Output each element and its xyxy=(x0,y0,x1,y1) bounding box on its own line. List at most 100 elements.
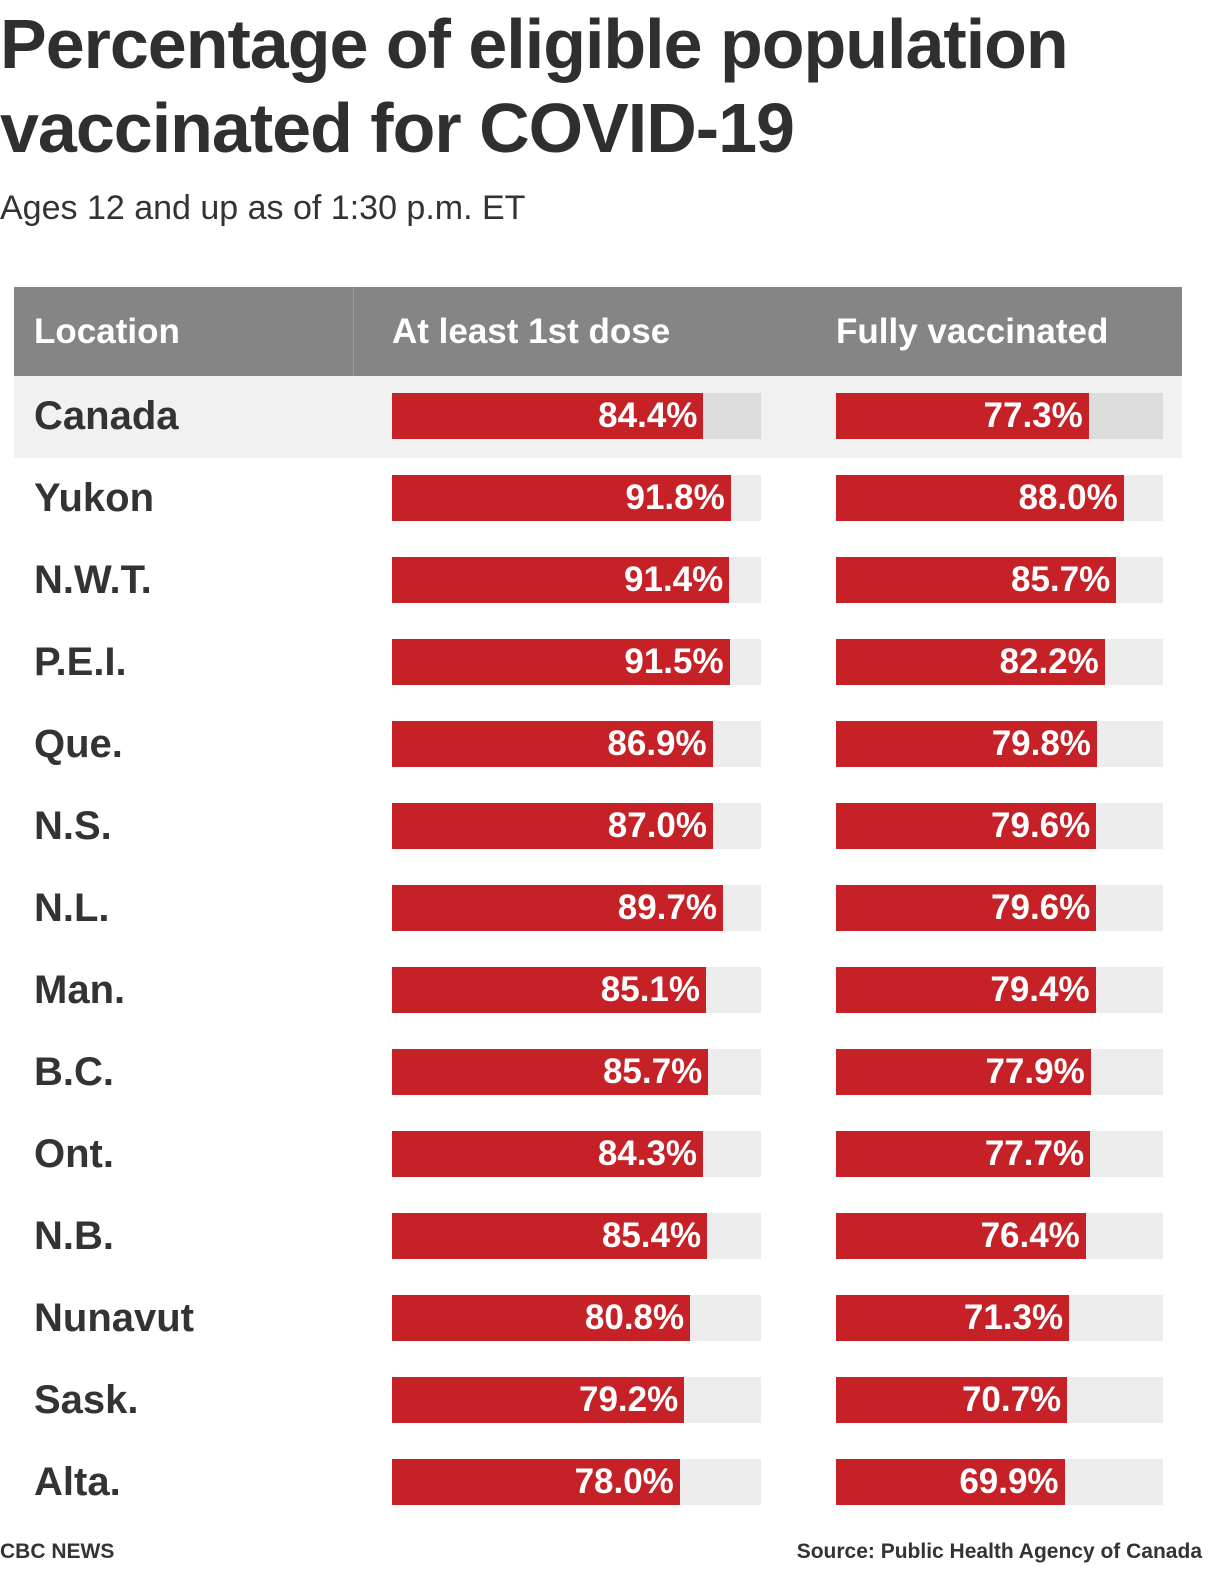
fully-vaccinated-value-label: 82.2% xyxy=(999,642,1099,681)
fully-vaccinated-track: 77.7% xyxy=(836,1131,1163,1177)
first-dose-value-label: 89.7% xyxy=(617,888,717,927)
first-dose-bar: 86.9% xyxy=(392,721,713,767)
fully-vaccinated-track: 71.3% xyxy=(836,1295,1163,1341)
first-dose-bar: 87.0% xyxy=(392,803,714,849)
fully-vaccinated-value-label: 79.4% xyxy=(990,970,1090,1009)
first-dose-track: 91.8% xyxy=(392,475,761,521)
first-dose-track: 78.0% xyxy=(392,1459,761,1505)
first-dose-track: 86.9% xyxy=(392,721,761,767)
first-dose-value-label: 91.5% xyxy=(624,642,724,681)
fully-vaccinated-track: 70.7% xyxy=(836,1377,1163,1423)
fully-vaccinated-track: 76.4% xyxy=(836,1213,1163,1259)
first-dose-track: 84.3% xyxy=(392,1131,761,1177)
first-dose-value-label: 87.0% xyxy=(607,806,708,845)
fully-vaccinated-value-label: 77.9% xyxy=(985,1052,1085,1091)
fully-vaccinated-track: 79.6% xyxy=(836,803,1163,849)
fully-vaccinated-value-label: 85.7% xyxy=(1010,560,1111,599)
first-dose-value-label: 84.4% xyxy=(598,396,698,435)
fully-vaccinated-bar: 88.0% xyxy=(836,475,1124,521)
first-dose-track: 89.7% xyxy=(392,885,761,931)
fully-vaccinated-track: 79.4% xyxy=(836,967,1163,1013)
location-label: Nunavut xyxy=(34,1296,194,1340)
first-dose-bar: 89.7% xyxy=(392,885,723,931)
first-dose-bar: 84.4% xyxy=(392,393,704,439)
location-label: Ont. xyxy=(34,1132,114,1176)
first-dose-track: 85.7% xyxy=(392,1049,761,1095)
first-dose-track: 91.4% xyxy=(392,557,761,603)
fully-vaccinated-value-label: 71.3% xyxy=(963,1298,1064,1337)
credit-label: CBC NEWS xyxy=(0,1540,115,1563)
fully-vaccinated-track: 77.9% xyxy=(836,1049,1163,1095)
fully-vaccinated-bar: 79.6% xyxy=(836,803,1097,849)
fully-vaccinated-value-label: 77.3% xyxy=(983,396,1083,435)
table-row: N.B. 85.4% 76.4% xyxy=(14,1196,1182,1278)
first-dose-track: 80.8% xyxy=(392,1295,761,1341)
fully-vaccinated-bar: 76.4% xyxy=(836,1213,1086,1259)
fully-vaccinated-value-label: 69.9% xyxy=(959,1462,1059,1501)
location-label: N.B. xyxy=(34,1214,114,1258)
first-dose-bar: 85.4% xyxy=(392,1213,708,1259)
first-dose-bar: 78.0% xyxy=(392,1459,680,1505)
first-dose-bar: 79.2% xyxy=(392,1377,685,1423)
table-row: Canada 84.4% 77.3% xyxy=(14,376,1182,458)
table-row: Man. 85.1% 79.4% xyxy=(14,950,1182,1032)
fully-vaccinated-bar: 77.9% xyxy=(836,1049,1091,1095)
first-dose-track: 85.4% xyxy=(392,1213,761,1259)
fully-vaccinated-value-label: 70.7% xyxy=(961,1380,1062,1419)
table-row: N.L. 89.7% 79.6% xyxy=(14,868,1182,950)
location-label: Canada xyxy=(34,394,179,438)
table-row: Que. 86.9% 79.8% xyxy=(14,704,1182,786)
first-dose-bar: 80.8% xyxy=(392,1295,691,1341)
table-row: Ont. 84.3% 77.7% xyxy=(14,1114,1182,1196)
first-dose-value-label: 91.4% xyxy=(624,560,724,599)
table-row: Nunavut 80.8% 71.3% xyxy=(14,1278,1182,1360)
chart-title: Percentage of eligible population vaccin… xyxy=(0,5,1069,167)
first-dose-value-label: 79.2% xyxy=(578,1380,679,1419)
table-row: Alta. 78.0% 69.9% xyxy=(14,1442,1182,1524)
first-dose-track: 87.0% xyxy=(392,803,761,849)
fully-vaccinated-track: 85.7% xyxy=(836,557,1163,603)
table-row: P.E.I. 91.5% 82.2% xyxy=(14,622,1182,704)
fully-vaccinated-value-label: 79.6% xyxy=(991,888,1091,927)
header-divider xyxy=(353,287,354,376)
location-label: Alta. xyxy=(34,1460,121,1504)
table-row: N.W.T. 91.4% 85.7% xyxy=(14,540,1182,622)
location-label: P.E.I. xyxy=(34,640,127,684)
vaccination-table: Location At least 1st dose Fully vaccina… xyxy=(14,287,1182,1524)
fully-vaccinated-value-label: 79.8% xyxy=(991,724,1091,763)
fully-vaccinated-bar: 77.3% xyxy=(836,393,1089,439)
fully-vaccinated-track: 79.8% xyxy=(836,721,1163,767)
first-dose-bar: 84.3% xyxy=(392,1131,704,1177)
location-label: Man. xyxy=(34,968,126,1012)
table-row: N.S. 87.0% 79.6% xyxy=(14,786,1182,868)
table-body: Canada 84.4% 77.3% Yukon 91.8% 88.0% N.W.T. 91.… xyxy=(14,376,1182,1524)
first-dose-value-label: 86.9% xyxy=(607,724,707,763)
table-header: Location At least 1st dose Fully vaccina… xyxy=(14,287,1182,376)
first-dose-value-label: 85.1% xyxy=(600,970,701,1009)
column-header-first-dose: At least 1st dose xyxy=(392,312,671,351)
table-row: Sask. 79.2% 70.7% xyxy=(14,1360,1182,1442)
first-dose-track: 91.5% xyxy=(392,639,761,685)
fully-vaccinated-track: 88.0% xyxy=(836,475,1163,521)
location-label: N.L. xyxy=(34,886,110,930)
fully-vaccinated-bar: 79.8% xyxy=(836,721,1097,767)
fully-vaccinated-bar: 82.2% xyxy=(836,639,1105,685)
first-dose-value-label: 78.0% xyxy=(574,1462,674,1501)
fully-vaccinated-bar: 85.7% xyxy=(836,557,1117,603)
fully-vaccinated-bar: 77.7% xyxy=(836,1131,1091,1177)
first-dose-bar: 91.5% xyxy=(392,639,730,685)
first-dose-bar: 85.7% xyxy=(392,1049,709,1095)
location-label: B.C. xyxy=(34,1050,114,1094)
first-dose-value-label: 80.8% xyxy=(584,1298,685,1337)
fully-vaccinated-track: 69.9% xyxy=(836,1459,1163,1505)
first-dose-bar: 91.4% xyxy=(392,557,730,603)
chart-subtitle: Ages 12 and up as of 1:30 p.m. ET xyxy=(0,189,526,227)
first-dose-track: 84.4% xyxy=(392,393,761,439)
first-dose-value-label: 84.3% xyxy=(597,1134,698,1173)
column-header-fully-vaccinated: Fully vaccinated xyxy=(836,312,1109,351)
first-dose-value-label: 85.4% xyxy=(601,1216,702,1255)
fully-vaccinated-track: 77.3% xyxy=(836,393,1163,439)
location-label: N.W.T. xyxy=(34,558,152,602)
fully-vaccinated-bar: 69.9% xyxy=(836,1459,1065,1505)
table-row: Yukon 91.8% 88.0% xyxy=(14,458,1182,540)
